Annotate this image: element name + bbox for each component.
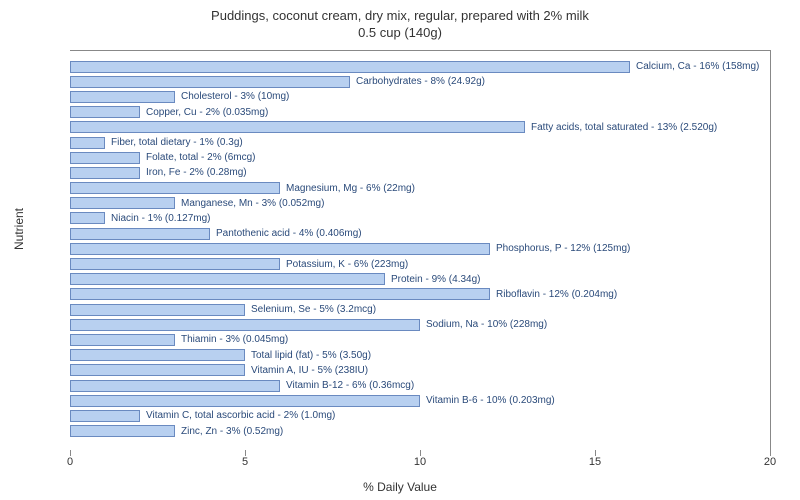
nutrient-bar [70, 364, 245, 376]
nutrient-bar [70, 152, 140, 164]
nutrient-bar [70, 410, 140, 422]
nutrient-bar [70, 380, 280, 392]
nutrient-bar [70, 304, 245, 316]
bar-row: Zinc, Zn - 3% (0.52mg) [70, 424, 770, 439]
bar-row: Fiber, total dietary - 1% (0.3g) [70, 135, 770, 150]
nutrient-bar-label: Calcium, Ca - 16% (158mg) [636, 61, 759, 72]
nutrient-bar [70, 258, 280, 270]
nutrient-bar-label: Iron, Fe - 2% (0.28mg) [146, 167, 247, 178]
bar-row: Pantothenic acid - 4% (0.406mg) [70, 226, 770, 241]
nutrient-bar [70, 61, 630, 73]
bar-row: Selenium, Se - 5% (3.2mcg) [70, 302, 770, 317]
bar-row: Fatty acids, total saturated - 13% (2.52… [70, 120, 770, 135]
nutrient-bar-label: Zinc, Zn - 3% (0.52mg) [181, 426, 283, 437]
nutrient-bar-label: Sodium, Na - 10% (228mg) [426, 319, 547, 330]
nutrient-bar [70, 288, 490, 300]
bar-row: Niacin - 1% (0.127mg) [70, 211, 770, 226]
nutrient-bar-label: Copper, Cu - 2% (0.035mg) [146, 107, 268, 118]
bar-row: Vitamin C, total ascorbic acid - 2% (1.0… [70, 408, 770, 423]
nutrient-bar-label: Potassium, K - 6% (223mg) [286, 259, 408, 270]
bar-row: Copper, Cu - 2% (0.035mg) [70, 105, 770, 120]
x-tick-label: 5 [242, 456, 248, 468]
x-axis: 05101520 [70, 449, 770, 450]
nutrient-bar [70, 137, 105, 149]
nutrient-bar [70, 106, 140, 118]
nutrient-bar-label: Folate, total - 2% (6mcg) [146, 152, 255, 163]
nutrient-bar [70, 167, 140, 179]
title-line-2: 0.5 cup (140g) [358, 25, 442, 40]
bar-row: Phosphorus, P - 12% (125mg) [70, 241, 770, 256]
x-tick-label: 0 [67, 456, 73, 468]
nutrient-bar [70, 76, 350, 88]
bar-row: Vitamin B-12 - 6% (0.36mcg) [70, 378, 770, 393]
bar-row: Folate, total - 2% (6mcg) [70, 150, 770, 165]
x-tick-label: 15 [589, 456, 601, 468]
bar-row: Thiamin - 3% (0.045mg) [70, 332, 770, 347]
bar-row: Total lipid (fat) - 5% (3.50g) [70, 348, 770, 363]
nutrient-bar-label: Riboflavin - 12% (0.204mg) [496, 289, 617, 300]
x-axis-label: % Daily Value [363, 480, 437, 494]
bar-row: Riboflavin - 12% (0.204mg) [70, 287, 770, 302]
bar-row: Protein - 9% (4.34g) [70, 272, 770, 287]
x-tick-label: 10 [414, 456, 426, 468]
bars-container: Calcium, Ca - 16% (158mg) Carbohydrates -… [70, 59, 770, 439]
nutrient-bar-label: Vitamin C, total ascorbic acid - 2% (1.0… [146, 410, 335, 421]
nutrient-bar-label: Vitamin A, IU - 5% (238IU) [251, 365, 368, 376]
nutrient-bar [70, 212, 105, 224]
nutrient-bar-label: Carbohydrates - 8% (24.92g) [356, 76, 485, 87]
nutrient-bar-label: Niacin - 1% (0.127mg) [111, 213, 210, 224]
bar-row: Carbohydrates - 8% (24.92g) [70, 74, 770, 89]
nutrient-bar [70, 121, 525, 133]
plot-area: Calcium, Ca - 16% (158mg) Carbohydrates -… [70, 50, 771, 451]
y-axis-label: Nutrient [12, 208, 26, 250]
bar-row: Cholesterol - 3% (10mg) [70, 89, 770, 104]
nutrient-bar [70, 425, 175, 437]
nutrient-bar-label: Pantothenic acid - 4% (0.406mg) [216, 228, 362, 239]
x-tick-label: 20 [764, 456, 776, 468]
nutrient-bar-label: Cholesterol - 3% (10mg) [181, 91, 289, 102]
nutrient-bar [70, 395, 420, 407]
bar-row: Manganese, Mn - 3% (0.052mg) [70, 196, 770, 211]
nutrient-bar-label: Vitamin B-12 - 6% (0.36mcg) [286, 380, 414, 391]
nutrient-bar-label: Fatty acids, total saturated - 13% (2.52… [531, 122, 717, 133]
bar-row: Vitamin B-6 - 10% (0.203mg) [70, 393, 770, 408]
bar-row: Vitamin A, IU - 5% (238IU) [70, 363, 770, 378]
title-line-1: Puddings, coconut cream, dry mix, regula… [211, 8, 589, 23]
chart-title: Puddings, coconut cream, dry mix, regula… [0, 0, 800, 42]
bar-row: Magnesium, Mg - 6% (22mg) [70, 181, 770, 196]
nutrient-bar-label: Magnesium, Mg - 6% (22mg) [286, 183, 415, 194]
bar-row: Sodium, Na - 10% (228mg) [70, 317, 770, 332]
nutrient-bar [70, 182, 280, 194]
nutrient-bar [70, 349, 245, 361]
bar-row: Potassium, K - 6% (223mg) [70, 256, 770, 271]
bar-row: Iron, Fe - 2% (0.28mg) [70, 165, 770, 180]
nutrient-bar [70, 91, 175, 103]
nutrient-bar-label: Total lipid (fat) - 5% (3.50g) [251, 350, 371, 361]
nutrient-bar [70, 273, 385, 285]
nutrient-bar-label: Vitamin B-6 - 10% (0.203mg) [426, 395, 555, 406]
nutrient-chart: Puddings, coconut cream, dry mix, regula… [0, 0, 800, 500]
nutrient-bar [70, 197, 175, 209]
nutrient-bar-label: Selenium, Se - 5% (3.2mcg) [251, 304, 376, 315]
nutrient-bar [70, 334, 175, 346]
nutrient-bar-label: Manganese, Mn - 3% (0.052mg) [181, 198, 324, 209]
nutrient-bar [70, 319, 420, 331]
nutrient-bar-label: Thiamin - 3% (0.045mg) [181, 334, 288, 345]
nutrient-bar-label: Fiber, total dietary - 1% (0.3g) [111, 137, 243, 148]
nutrient-bar-label: Phosphorus, P - 12% (125mg) [496, 243, 630, 254]
nutrient-bar [70, 243, 490, 255]
bar-row: Calcium, Ca - 16% (158mg) [70, 59, 770, 74]
nutrient-bar-label: Protein - 9% (4.34g) [391, 274, 481, 285]
nutrient-bar [70, 228, 210, 240]
